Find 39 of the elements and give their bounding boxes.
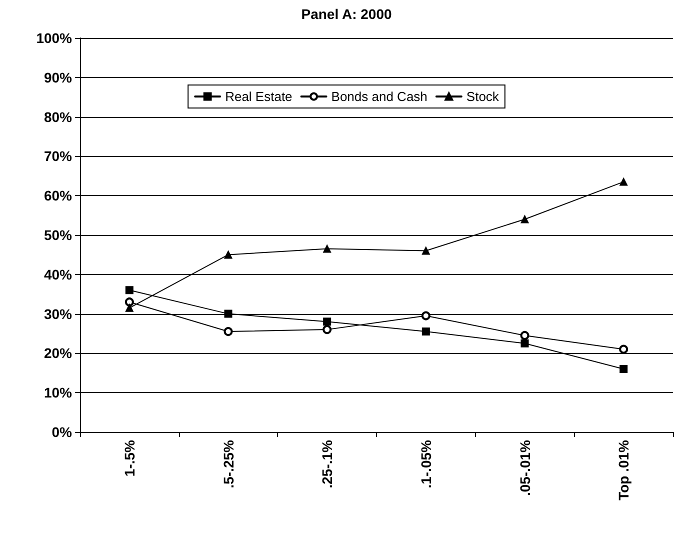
point — [224, 310, 232, 318]
x-tick-label: 1-.5% — [121, 439, 138, 477]
point — [322, 325, 332, 334]
point — [422, 328, 430, 336]
point — [520, 215, 529, 224]
point — [323, 318, 332, 326]
point — [224, 250, 232, 259]
legend-label: Bonds and Cash — [331, 89, 428, 104]
point — [422, 246, 430, 255]
y-tick-label: 40% — [44, 266, 73, 282]
y-tick-label: 10% — [44, 384, 73, 401]
point — [125, 286, 134, 294]
point — [620, 364, 628, 373]
point — [224, 327, 233, 336]
y-tick-label: 0% — [52, 424, 73, 440]
y-tick-label: 70% — [44, 148, 73, 164]
point — [125, 304, 134, 312]
y-tick-label: 80% — [44, 108, 73, 125]
y-tick-label: 90% — [44, 69, 73, 86]
legend-label: Real Estate — [225, 89, 292, 104]
x-tick-label: .1-.05% — [418, 439, 434, 488]
x-tick-label: .5-.25% — [220, 439, 236, 488]
y-tick-label: 30% — [44, 306, 73, 322]
point — [124, 297, 134, 306]
y-tick-label: 100% — [36, 30, 73, 46]
y-tick-label: 60% — [44, 188, 73, 204]
y-tick-label: 20% — [44, 345, 73, 362]
chart-title: Panel A: 2000 — [301, 6, 392, 22]
x-tick-label: Top .01% — [616, 439, 632, 500]
x-tick-label: .25-.1% — [319, 439, 336, 488]
x-tick-label: .05-.01% — [516, 439, 533, 496]
y-tick-label: 50% — [44, 227, 73, 243]
point — [323, 244, 332, 253]
legend-label: Stock — [466, 89, 500, 104]
point — [619, 344, 628, 354]
point — [421, 311, 430, 320]
point — [620, 178, 628, 186]
point — [520, 339, 529, 348]
point — [520, 330, 530, 340]
